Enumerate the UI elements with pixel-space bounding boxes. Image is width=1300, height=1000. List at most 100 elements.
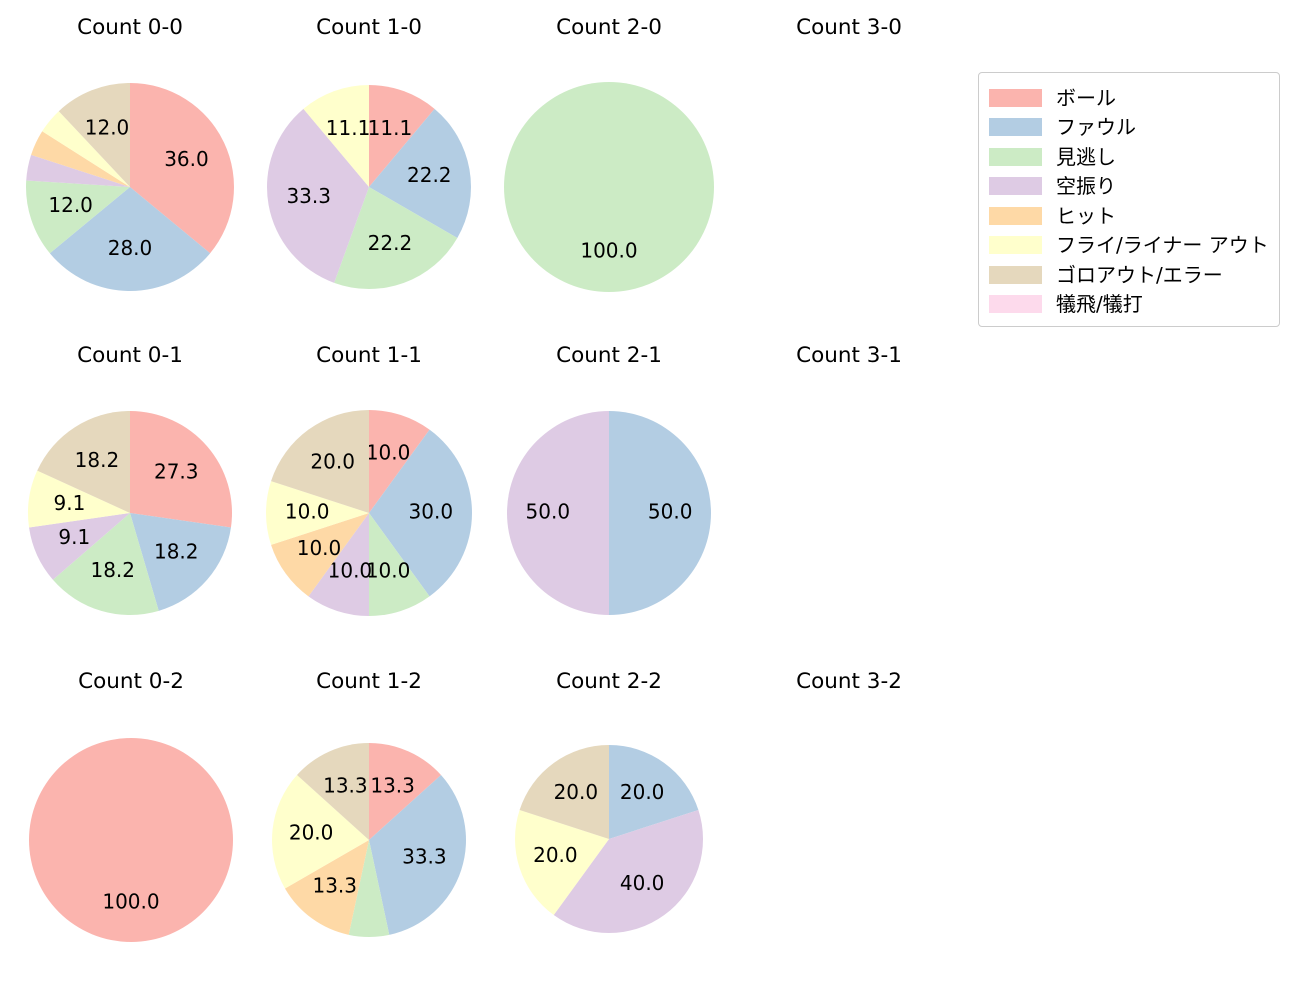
slice-value-label: 20.0 <box>533 843 578 867</box>
pie-slice <box>26 154 130 187</box>
slice-value-label: 36.0 <box>164 147 209 171</box>
pie-svg: 20.0 40.0 20.0 20.0 <box>514 745 704 934</box>
pie-svg: 13.3 33.3 13.3 20.0 13.3 <box>272 743 466 937</box>
slice-value-label: 10.0 <box>285 500 330 524</box>
panel-title: Count 0-1 <box>77 343 183 368</box>
slice-value-label: 10.0 <box>366 441 411 465</box>
panel-title: Count 2-1 <box>556 343 662 368</box>
pie-slice <box>369 429 472 597</box>
legend-item: 見逃し <box>989 142 1267 172</box>
legend-item-label: 空振り <box>1056 174 1116 199</box>
slice-value-label: 18.2 <box>154 540 199 564</box>
slice-value-label: 13.3 <box>323 773 368 797</box>
legend-swatch-icon <box>989 206 1042 225</box>
slice-value-label: 40.0 <box>620 871 665 895</box>
pie-chart: 10.0 30.0 10.0 10.0 10.0 10.0 20.0 <box>226 370 512 656</box>
slice-value-label: 11.1 <box>326 116 371 140</box>
legend-swatch-icon <box>989 118 1042 137</box>
pie-chart: 27.3 18.2 18.2 9.1 9.1 18.2 <box>0 371 272 655</box>
slice-value-label: 13.3 <box>312 874 357 898</box>
slice-value-label: 100.0 <box>580 239 637 263</box>
slice-value-label: 22.2 <box>407 163 452 187</box>
pie-slice <box>265 481 369 545</box>
slice-value-label: 20.0 <box>289 820 334 844</box>
panel-title: Count 3-1 <box>796 343 902 368</box>
pie-chart: 50.0 50.0 <box>467 371 751 655</box>
pie-svg: 50.0 50.0 <box>507 411 711 615</box>
pie-slice <box>369 743 441 840</box>
pie-slice <box>130 411 232 528</box>
legend-item-label: ファウル <box>1056 115 1136 140</box>
slice-value-label: 33.3 <box>286 184 331 208</box>
slice-value-label: 30.0 <box>409 500 454 524</box>
pie-slice <box>369 410 430 513</box>
panel-title: Count 0-0 <box>77 15 183 40</box>
pie-chart: 13.3 33.3 13.3 20.0 13.3 <box>232 703 506 977</box>
pie-slice <box>271 513 369 597</box>
pie-slice <box>334 187 458 290</box>
pie-slice <box>58 83 130 187</box>
legend: ボール ファウル 見逃し 空振りヒットフライ/ライナー アウト ゴロアウト/エラー 犠飛/… <box>978 72 1280 327</box>
pie-slice <box>130 513 231 611</box>
pie-slice <box>28 470 130 528</box>
slice-value-label: 18.2 <box>75 448 120 472</box>
slice-value-label: 27.3 <box>154 459 199 483</box>
slice-value-label: 13.3 <box>370 773 415 797</box>
pie-slice <box>369 85 435 187</box>
slice-value-label: 100.0 <box>102 890 159 914</box>
pie-slice <box>369 108 471 238</box>
pie-chart: 100.0 <box>0 698 273 982</box>
legend-item: 空振り <box>989 172 1267 202</box>
pie-slice <box>49 187 211 291</box>
slice-value-label: 33.3 <box>402 844 447 868</box>
panel-title: Count 0-2 <box>78 669 184 694</box>
panel-title: Count 3-2 <box>796 669 902 694</box>
pie-slice <box>348 840 390 937</box>
pie-slice <box>369 775 466 935</box>
legend-swatch-icon <box>989 265 1042 284</box>
pie-chart: 36.0 28.0 12.0 12.0 <box>0 43 274 331</box>
pie-slice <box>42 111 130 187</box>
panel-title: Count 1-0 <box>316 15 422 40</box>
slice-value-label: 12.0 <box>48 193 93 217</box>
legend-swatch-icon <box>989 147 1042 166</box>
slice-value-label: 20.0 <box>310 450 355 474</box>
pie-slice <box>271 410 369 513</box>
legend-swatch-icon <box>989 88 1042 107</box>
pie-slice <box>369 513 430 616</box>
panel-title: Count 3-0 <box>796 15 902 40</box>
pie-slice <box>504 82 714 292</box>
slice-value-label: 12.0 <box>85 115 130 139</box>
pie-svg: 10.030.010.010.010.010.020.0 <box>265 410 472 616</box>
legend-item-label: ヒット <box>1056 203 1116 228</box>
pie-slice <box>29 513 130 580</box>
pie-slice <box>609 745 699 839</box>
slice-value-label: 20.0 <box>554 780 599 804</box>
legend-item: フライ/ライナー アウト <box>989 231 1269 261</box>
legend-item-label: フライ/ライナー アウト <box>1056 233 1269 258</box>
slice-value-label: 10.0 <box>297 536 342 560</box>
panel-title: Count 2-0 <box>556 15 662 40</box>
pie-slice <box>31 131 131 187</box>
legend-item: ボール <box>989 83 1267 113</box>
slice-value-label: 9.1 <box>54 491 86 515</box>
slice-value-label: 11.1 <box>368 116 413 140</box>
pie-svg: 100.0 <box>504 82 714 292</box>
legend-swatch-icon <box>989 236 1042 255</box>
pie-chart: 11.1 22.2 22.2 33.3 11.1 <box>227 45 511 329</box>
pie-slice <box>29 738 233 942</box>
slice-value-label: 10.0 <box>366 558 411 582</box>
pie-slice <box>272 775 369 889</box>
legend-item-label: 犠飛/犠打 <box>1056 292 1143 317</box>
legend-item: ヒット <box>989 201 1267 231</box>
slice-value-label: 18.2 <box>90 558 135 582</box>
pie-chart: 100.0 <box>464 42 754 332</box>
panel-title: Count 1-2 <box>316 669 422 694</box>
pie-svg: 27.318.218.29.19.118.2 <box>28 411 232 616</box>
slice-value-label: 22.2 <box>368 231 413 255</box>
legend-item: ゴロアウト/エラー <box>989 260 1267 290</box>
pie-slice <box>52 513 159 616</box>
pie-slice <box>308 513 369 616</box>
pie-slice <box>553 809 704 934</box>
